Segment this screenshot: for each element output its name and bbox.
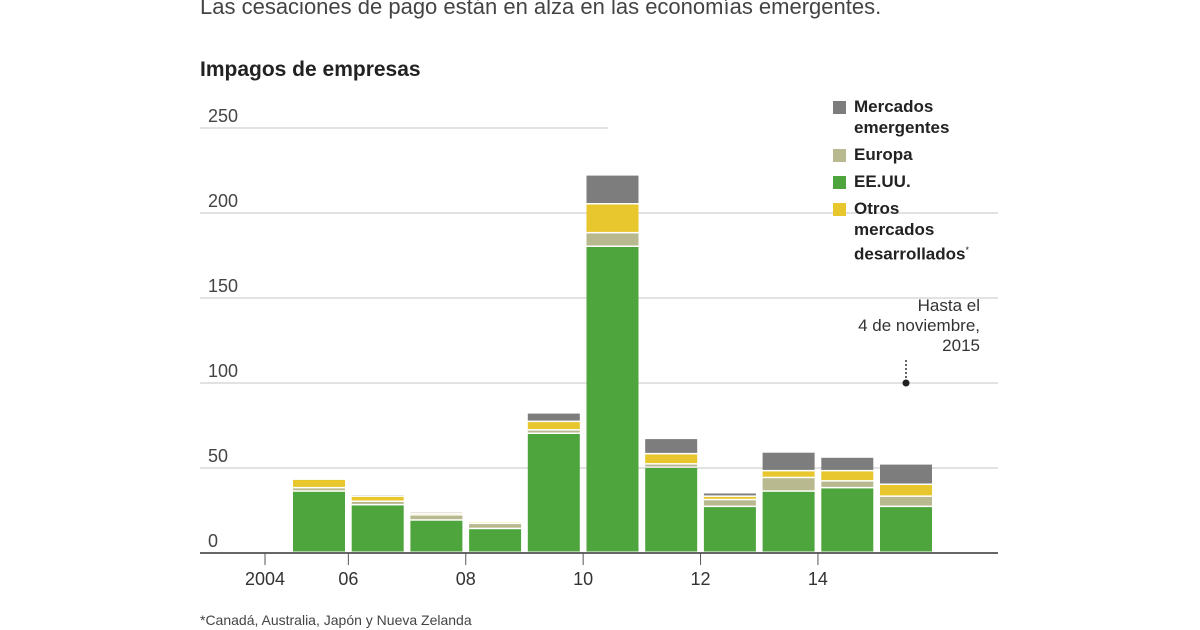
x-tick-label-2004: 2004 xyxy=(245,569,285,589)
bar-segment-2008-europa xyxy=(469,524,522,528)
bar-segment-2014-ee-uu- xyxy=(821,488,874,552)
bar-segment-2005-otros-mercados-desarrollados xyxy=(293,479,345,487)
bar-segment-2015-europa xyxy=(880,496,932,506)
bar-segment-2010-mercados-emergentes xyxy=(586,175,639,203)
x-tick-label-12: 12 xyxy=(691,569,711,589)
bar-segment-2012-otros-mercados-desarrollados xyxy=(703,496,756,499)
bar-segment-2007-ee-uu- xyxy=(410,520,463,552)
legend-swatch-mercados-emergentes xyxy=(833,101,846,114)
legend-label-otros: Otros mercados desarrollados* xyxy=(854,198,984,265)
x-tick-label-06: 06 xyxy=(338,569,358,589)
bar-segment-2011-ee-uu- xyxy=(645,468,698,552)
legend-swatch-eeuu xyxy=(833,176,846,189)
bar-segment-2012-mercados-emergentes xyxy=(703,493,756,496)
annotation-line-2: 4 de noviembre, xyxy=(858,316,980,335)
bar-segment-2014-otros-mercados-desarrollados xyxy=(821,471,874,481)
annotation-hasta: Hasta el 4 de noviembre, 2015 xyxy=(858,296,980,356)
bar-segment-2006-europa xyxy=(351,502,404,504)
bar-segment-2008-ee-uu- xyxy=(469,529,522,552)
y-tick-label-250: 250 xyxy=(208,106,238,126)
bar-segment-2013-otros-mercados-desarrollados xyxy=(762,471,815,477)
bar-segment-2005-ee-uu- xyxy=(293,491,345,552)
annotation-dot xyxy=(902,379,910,387)
x-tick-label-10: 10 xyxy=(573,569,593,589)
legend-swatch-otros xyxy=(833,203,846,216)
bar-segment-2014-europa xyxy=(821,481,874,487)
legend-item-europa: Europa xyxy=(833,144,1033,165)
bar-segment-2015-otros-mercados-desarrollados xyxy=(880,485,932,496)
legend-label-mercados-emergentes: Mercados emergentes xyxy=(854,97,950,137)
annotation-line-1: Hasta el xyxy=(917,296,980,315)
bar-segment-2009-mercados-emergentes xyxy=(527,413,580,421)
x-tick-label-14: 14 xyxy=(808,569,828,589)
bar-segment-2013-mercados-emergentes xyxy=(762,452,815,470)
y-tick-label-50: 50 xyxy=(208,446,228,466)
bar-segment-2011-mercados-emergentes xyxy=(645,439,698,453)
bar-segment-2015-ee-uu- xyxy=(880,507,932,552)
bar-segment-2006-ee-uu- xyxy=(351,505,404,552)
bar-segment-2015-mercados-emergentes xyxy=(880,464,932,484)
chart-title: Impagos de empresas xyxy=(200,58,421,81)
legend-footnote-marker: * xyxy=(965,245,970,255)
y-tick-label-100: 100 xyxy=(208,361,238,381)
legend-label-eeuu: EE.UU. xyxy=(854,172,911,191)
x-tick-label-08: 08 xyxy=(456,569,476,589)
y-tick-label-0: 0 xyxy=(208,531,218,551)
bar-segment-2011-otros-mercados-desarrollados xyxy=(645,454,698,464)
bar-segment-2005-europa xyxy=(293,488,345,491)
legend-swatch-europa xyxy=(833,149,846,162)
legend-label-otros-text: Otros mercados desarrollados xyxy=(854,199,966,264)
legend-item-mercados-emergentes: Mercados emergentes xyxy=(833,96,1033,138)
bar-segment-2009-otros-mercados-desarrollados xyxy=(527,422,580,430)
bar-segment-2011-europa xyxy=(645,464,698,467)
bar-segment-2012-europa xyxy=(703,500,756,506)
bar-segment-2013-europa xyxy=(762,478,815,491)
chart-subtitle: Las cesaciones de pago están en alza en … xyxy=(200,0,882,19)
annotation-line-3: 2015 xyxy=(942,336,980,355)
y-tick-label-150: 150 xyxy=(208,276,238,296)
legend-item-otros: Otros mercados desarrollados* xyxy=(833,198,1033,265)
bar-segment-2007-europa xyxy=(410,515,463,520)
bar-segment-2010-europa xyxy=(586,233,639,246)
bar-segment-2013-ee-uu- xyxy=(762,491,815,552)
footnote: *Canadá, Australia, Japón y Nueva Zeland… xyxy=(200,612,472,628)
bar-segment-2009-ee-uu- xyxy=(527,434,580,552)
legend-item-eeuu: EE.UU. xyxy=(833,171,1033,192)
y-tick-label-200: 200 xyxy=(208,191,238,211)
bar-segment-2014-mercados-emergentes xyxy=(821,457,874,470)
legend: Mercados emergentes Europa EE.UU. Otros … xyxy=(833,96,1033,271)
bar-segment-2010-ee-uu- xyxy=(586,247,639,552)
bar-segment-2009-europa xyxy=(527,430,580,433)
bar-segment-2012-ee-uu- xyxy=(703,507,756,552)
legend-label-europa: Europa xyxy=(854,145,913,164)
bar-segment-2006-otros-mercados-desarrollados xyxy=(351,496,404,501)
bar-segment-2010-otros-mercados-desarrollados xyxy=(586,204,639,232)
